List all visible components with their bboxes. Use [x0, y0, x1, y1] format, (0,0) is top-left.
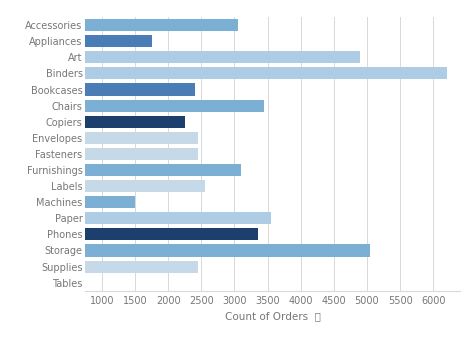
Bar	[36, 277, 49, 289]
Bar	[36, 83, 195, 95]
Bar	[36, 180, 205, 192]
Bar	[36, 100, 264, 111]
Bar	[36, 116, 185, 128]
Bar	[36, 132, 198, 144]
Bar	[36, 261, 198, 273]
X-axis label: Count of Orders  ⬧: Count of Orders ⬧	[225, 311, 320, 321]
Bar	[36, 164, 241, 176]
Bar	[36, 196, 135, 208]
Bar	[36, 51, 360, 63]
Bar	[36, 67, 447, 79]
Bar	[36, 245, 370, 256]
Bar	[36, 35, 152, 47]
Bar	[36, 228, 258, 240]
Bar	[36, 19, 238, 31]
Bar	[36, 148, 198, 160]
Bar	[36, 212, 271, 224]
